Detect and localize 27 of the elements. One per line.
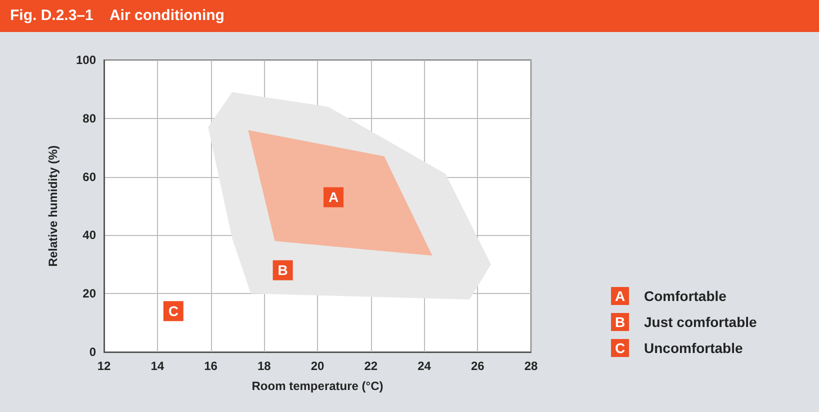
x-tick-label: 16 (204, 359, 218, 373)
y-tick-label: 100 (76, 53, 96, 67)
text: A (615, 288, 626, 304)
y-tick-label: 40 (82, 228, 96, 242)
x-tick-label: 24 (418, 359, 432, 373)
x-tick-label: 18 (257, 359, 272, 373)
x-tick-label: 12 (97, 359, 111, 373)
chart-title: Fig. D.2.3–1 Air conditioning (10, 7, 224, 24)
x-tick-label: 14 (150, 359, 164, 373)
text: Uncomfortable (644, 340, 743, 356)
annotation: B (278, 262, 288, 278)
annotation: A (328, 189, 339, 206)
annotation: C (168, 303, 178, 320)
y-tick-label: 60 (82, 170, 96, 184)
y-tick-label: 20 (82, 286, 96, 301)
x-axis-title: Room temperature (°C) (252, 379, 384, 393)
text: Comfortable (644, 288, 727, 304)
x-tick-label: 26 (470, 359, 485, 373)
y-tick-label: 0 (89, 345, 96, 359)
y-axis-title: Relative humidity (%) (46, 145, 60, 267)
text: Just comfortable (644, 314, 758, 330)
x-tick-label: 20 (310, 359, 324, 373)
x-tick-label: 22 (364, 359, 378, 373)
text: B (615, 314, 626, 330)
text: C (615, 340, 626, 356)
x-tick-label: 28 (524, 359, 538, 373)
y-tick-label: 80 (82, 111, 96, 126)
